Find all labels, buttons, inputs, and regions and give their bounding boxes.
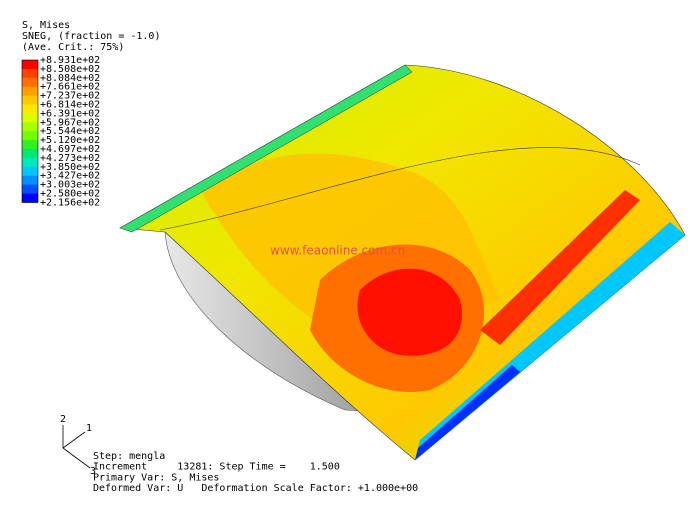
legend-swatch (22, 166, 38, 176)
legend-label: +8.931e+02 (40, 55, 100, 66)
watermark: www.feaonline.com.cn (270, 244, 405, 258)
legend-title: S, Mises (22, 20, 70, 31)
triad-label: 1 (86, 423, 92, 434)
triad-axis (62, 431, 86, 449)
legend-title: (Ave. Crit.: 75%) (22, 42, 124, 53)
legend-label: +3.850e+02 (40, 162, 100, 173)
legend-label: +7.237e+02 (40, 91, 100, 102)
legend-label: +2.156e+02 (40, 197, 100, 208)
legend-label: +2.580e+02 (40, 189, 100, 200)
triad-label: 2 (60, 414, 66, 425)
legend-swatch (22, 122, 38, 132)
contour-patch (119, 64, 413, 233)
legend-swatch (22, 77, 38, 87)
info-line: Primary Var: S, Mises (93, 472, 219, 483)
info-line: Increment 13281: Step Time = 1.500 (93, 462, 340, 473)
legend-label: +7.661e+02 (40, 82, 100, 93)
triad-axis (62, 447, 91, 469)
contour-patch (480, 190, 640, 345)
info-line: Deformed Var: U Deformation Scale Factor… (93, 483, 418, 494)
contour-patch (357, 268, 462, 356)
legend-swatch (22, 140, 38, 150)
triad-label: 3 (90, 466, 96, 477)
legend-label: +4.273e+02 (40, 153, 100, 164)
legend-label: +6.814e+02 (40, 100, 100, 111)
legend-swatch (22, 193, 38, 203)
legend-label: +5.120e+02 (40, 135, 100, 146)
legend-label: +3.427e+02 (40, 171, 100, 182)
legend-swatch (22, 68, 38, 79)
legend-swatch (22, 184, 38, 194)
legend-label: +4.697e+02 (40, 144, 100, 155)
model (119, 64, 686, 461)
legend-title: SNEG, (fraction = -1.0) (22, 31, 160, 42)
legend-frame (21, 59, 39, 203)
legend-swatch (22, 60, 38, 70)
legend-swatch (22, 113, 38, 123)
edge-line (159, 147, 641, 231)
legend-label: +8.508e+02 (40, 64, 100, 75)
legend-swatch (22, 104, 38, 114)
legend-label: +8.084e+02 (40, 73, 100, 84)
legend-swatch (22, 175, 38, 185)
triad: 2 1 3 (60, 414, 96, 477)
legend-label: +5.544e+02 (40, 126, 100, 137)
legend-swatch (22, 157, 38, 168)
contour-patch (415, 365, 520, 460)
legend-label: +6.391e+02 (40, 108, 100, 119)
legend-swatch (22, 95, 38, 105)
info-line: Step: mengla (93, 451, 165, 462)
legend-label: +5.967e+02 (40, 117, 100, 128)
legend-swatch (22, 149, 38, 159)
legend-swatch (22, 131, 38, 141)
legend-swatch (22, 86, 38, 96)
legend-label: +3.003e+02 (40, 180, 100, 191)
